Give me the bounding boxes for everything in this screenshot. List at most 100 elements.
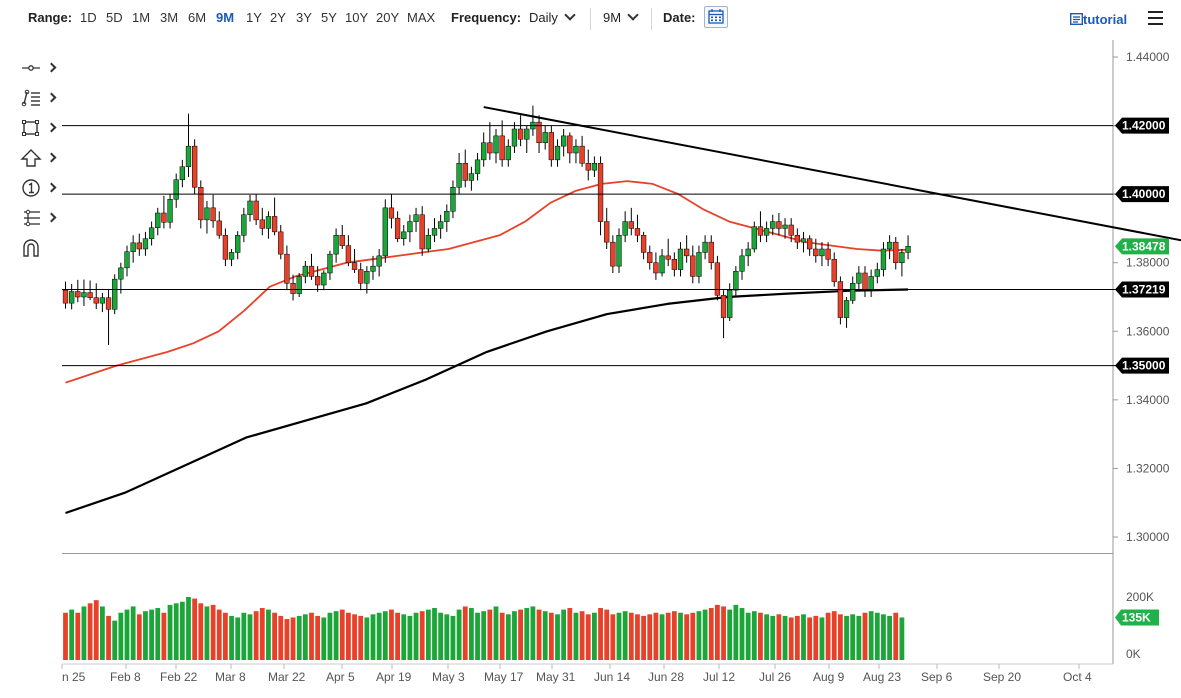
price-level-tag	[1115, 357, 1169, 374]
candle-body	[776, 221, 782, 229]
price-level-tag-label: 1.42000	[1122, 119, 1166, 133]
volume-bar	[598, 608, 603, 660]
candle-body	[425, 235, 432, 250]
price-level-tag	[1115, 238, 1169, 255]
annotation-number-icon	[22, 179, 40, 197]
range-1y[interactable]: 1Y	[246, 10, 262, 25]
range-10y[interactable]: 10Y	[345, 10, 369, 25]
candle-body	[800, 238, 807, 243]
range-max[interactable]: MAX	[407, 10, 436, 25]
range-20y[interactable]: 20Y	[376, 10, 400, 25]
candle-body	[684, 248, 690, 257]
range-3m[interactable]: 3M	[160, 10, 179, 25]
time-tick-label: Oct 4	[1063, 670, 1092, 684]
candle-body	[573, 145, 579, 154]
price-tick-label: 1.44000	[1126, 50, 1170, 64]
candle-body	[253, 200, 259, 221]
descending-trendline	[483, 106, 1181, 242]
candle-body	[837, 281, 844, 318]
range-2y[interactable]: 2Y	[270, 10, 286, 25]
volume-bar	[585, 614, 591, 660]
tutorial-link[interactable]: tutorial	[1069, 12, 1127, 27]
rectangle-tool[interactable]	[14, 116, 58, 140]
date-picker-button[interactable]	[704, 6, 728, 28]
range-3y[interactable]: 3Y	[296, 10, 312, 25]
indicators-tool[interactable]	[14, 86, 58, 110]
volume-bar	[788, 617, 794, 660]
candle-body	[647, 252, 653, 263]
candle-body	[302, 265, 309, 277]
candle-body	[161, 212, 167, 223]
volume-bar	[505, 614, 511, 660]
candle-body	[567, 135, 573, 154]
candle-body	[899, 252, 905, 263]
range-5d[interactable]: 5D	[106, 10, 123, 25]
price-level-tag-label: 1.38478	[1122, 239, 1166, 253]
time-axis: n 25 Feb 8 Feb 22 Mar 8 Mar 22 Apr 5 Apr 19 May…	[61, 664, 1092, 684]
candle-body	[468, 173, 475, 181]
candle-body	[259, 219, 265, 229]
range-9m[interactable]: 9M	[216, 10, 235, 25]
range-5y[interactable]: 5Y	[321, 10, 337, 25]
volume-bar	[69, 609, 75, 660]
candle-body	[714, 262, 721, 296]
range-1m[interactable]: 1M	[132, 10, 151, 25]
range-6m[interactable]: 6M	[188, 10, 207, 25]
candle-body	[431, 228, 438, 236]
candle-body	[241, 214, 247, 236]
candle-body	[308, 265, 315, 277]
volume-bar	[475, 612, 480, 660]
candle-body	[727, 289, 733, 318]
candle-body	[222, 235, 229, 260]
volume-bar	[733, 604, 739, 660]
candle-body	[825, 248, 831, 260]
volume-bar	[715, 604, 720, 660]
candle-body	[148, 227, 155, 239]
time-tick-label: Mar 22	[268, 670, 306, 684]
volume-bar	[450, 615, 456, 660]
volume-bar	[456, 609, 462, 660]
time-tick-label: Apr 19	[376, 670, 412, 684]
hamburger-menu-icon[interactable]	[1148, 11, 1163, 25]
candle-body	[388, 207, 395, 219]
crosshair-tool[interactable]	[14, 56, 58, 80]
volume-bar	[210, 604, 216, 660]
volume-bar	[124, 609, 130, 660]
rectangle-icon	[22, 120, 39, 136]
candle-body	[265, 216, 272, 229]
candle-body	[782, 224, 788, 229]
price-tick-label: 1.38000	[1126, 256, 1170, 270]
candle-body	[702, 241, 708, 253]
candle-body	[788, 224, 794, 236]
candle-body	[708, 241, 714, 263]
range-1d[interactable]: 1D	[80, 10, 97, 25]
frequency-label: Frequency:	[451, 10, 522, 25]
candle-body	[271, 216, 278, 233]
volume-bar	[776, 614, 782, 660]
volume-bar	[721, 606, 726, 660]
candle-body	[481, 142, 487, 161]
time-tick-label: May 31	[536, 670, 576, 684]
frequency-dropdown[interactable]: Daily	[529, 9, 576, 26]
moving-averages	[65, 180, 909, 515]
period-dropdown[interactable]: 9M	[603, 9, 639, 26]
volume-bar	[635, 614, 640, 660]
volume-bar	[223, 612, 228, 660]
tutorial-icon	[1069, 12, 1084, 26]
volume-bar	[118, 612, 124, 660]
candle-body	[604, 221, 610, 243]
candle-body	[438, 221, 444, 229]
candle-body	[444, 211, 450, 222]
volume-bar	[868, 611, 874, 660]
volume-bar	[229, 615, 234, 660]
price-level-tag-label: 1.40000	[1122, 187, 1166, 201]
annotation-tool[interactable]	[14, 176, 58, 200]
arrow-tool[interactable]	[14, 146, 58, 170]
time-tick-label: Jun 14	[594, 670, 630, 684]
candle-body	[585, 163, 591, 171]
magnet-tool[interactable]	[14, 236, 58, 260]
candle-body	[874, 269, 880, 277]
fibonacci-tool[interactable]	[14, 206, 58, 230]
volume-bar	[641, 615, 646, 660]
